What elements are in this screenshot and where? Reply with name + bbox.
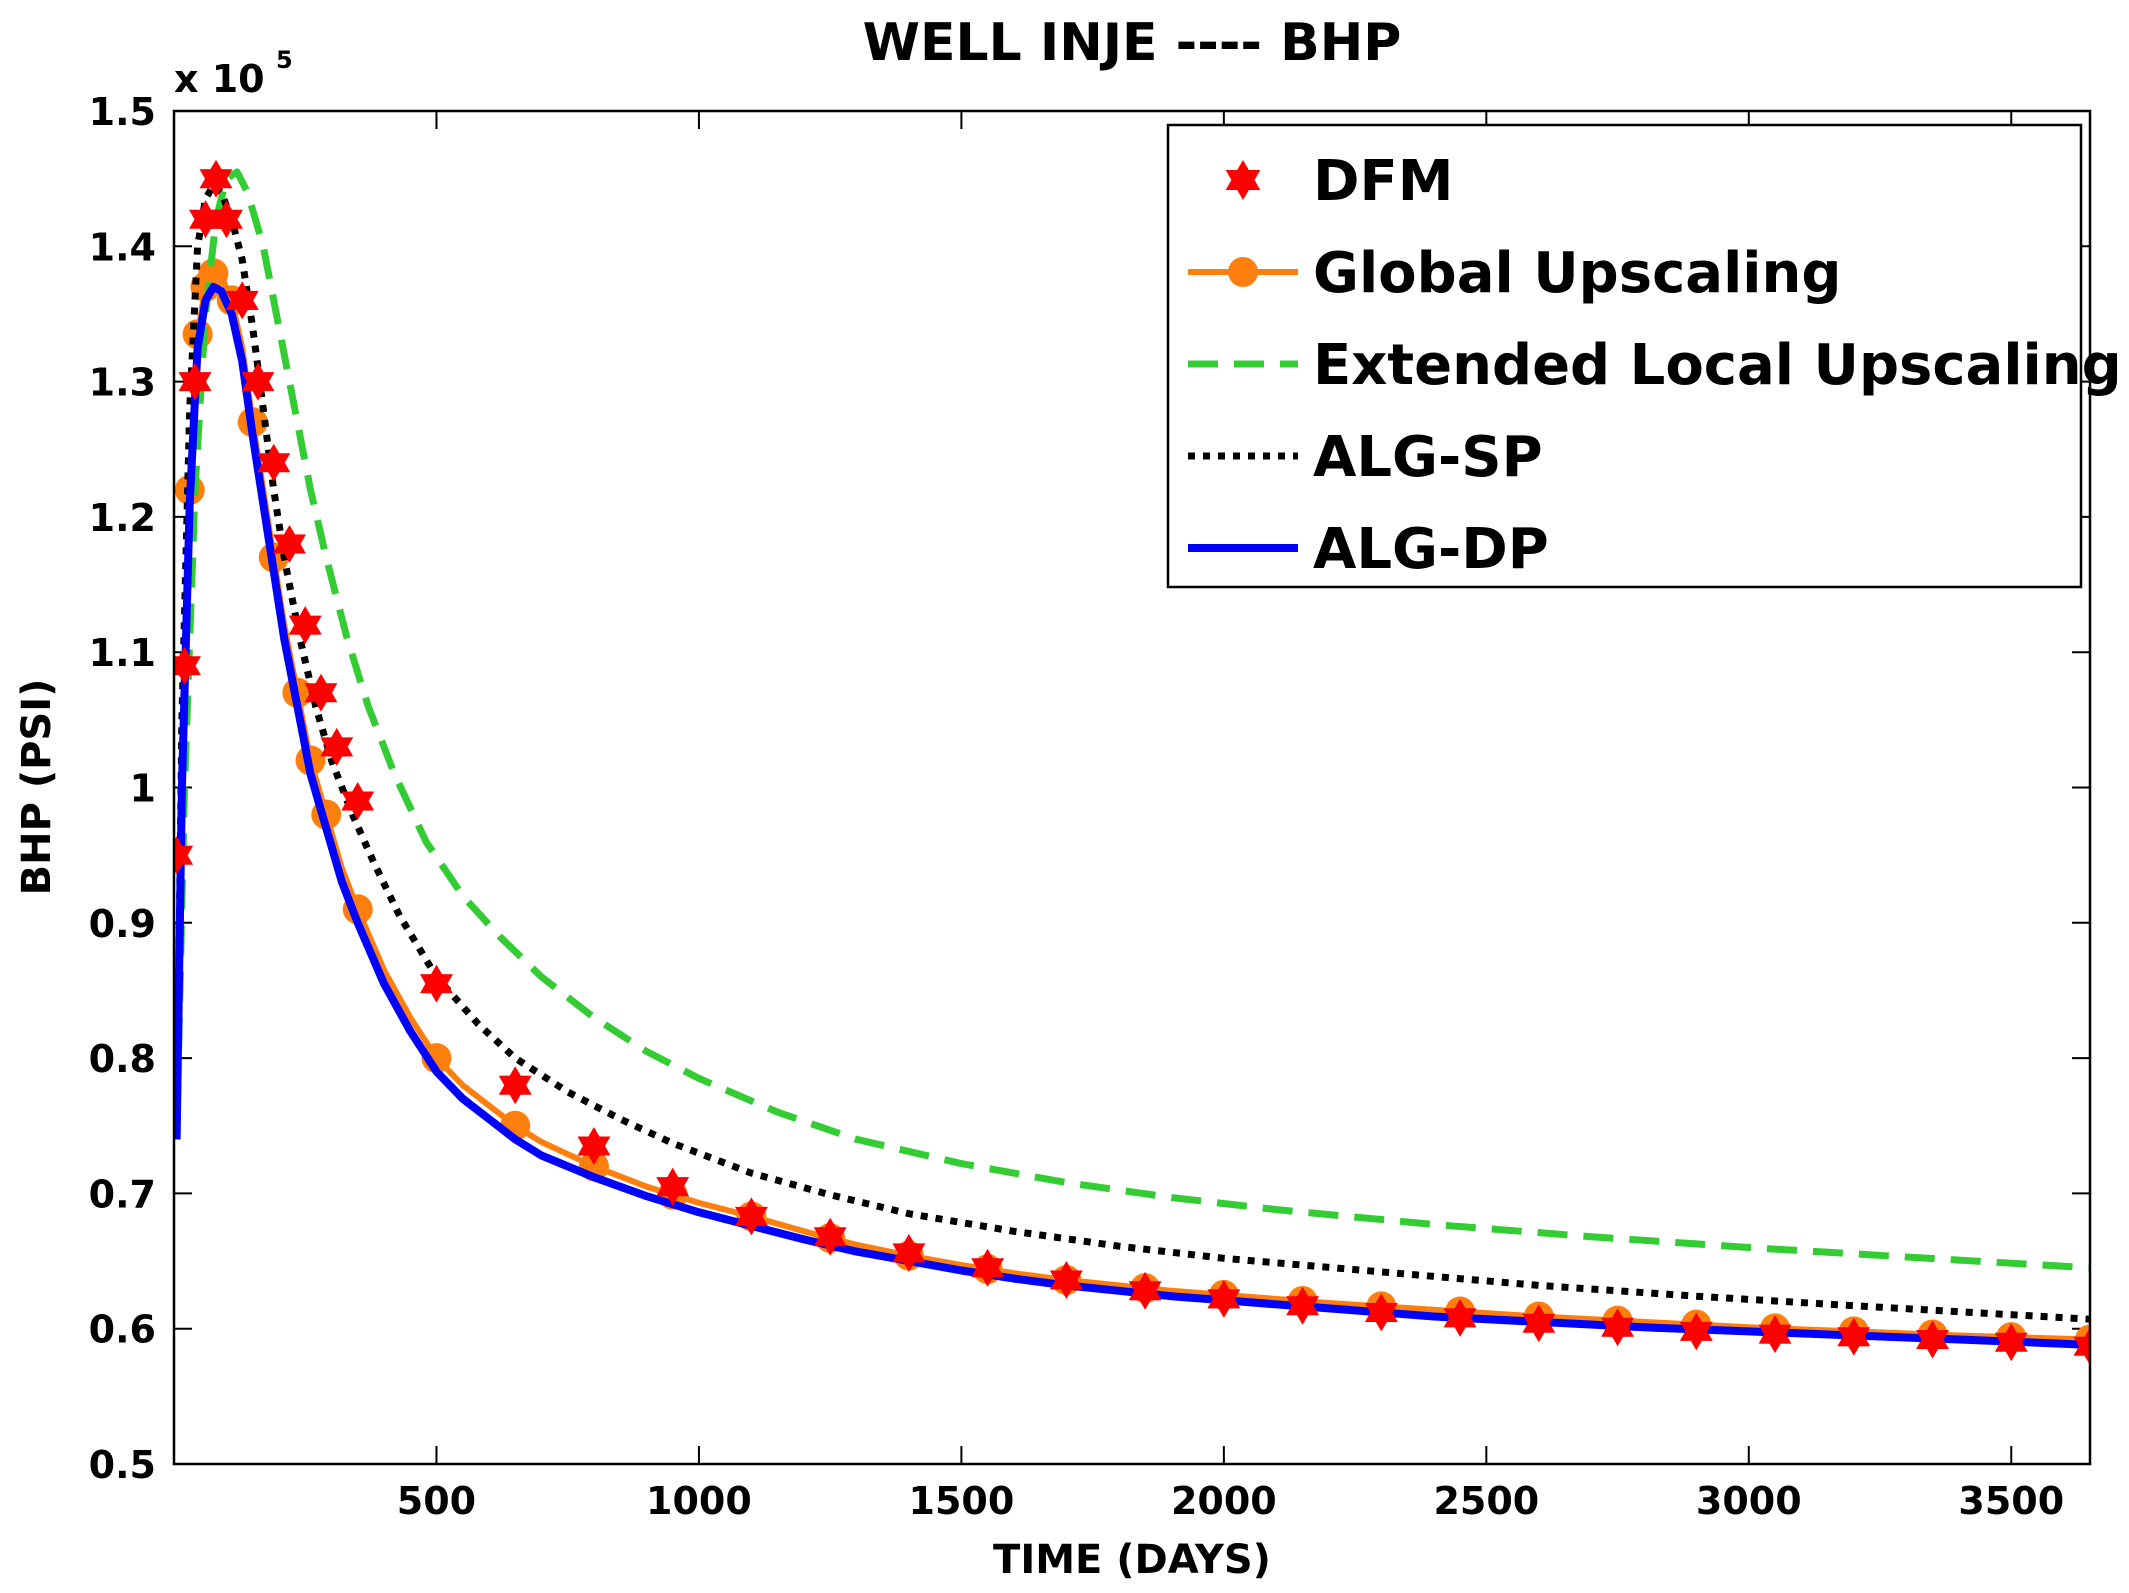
chart-title: WELL INJE ---- BHP — [863, 13, 1402, 73]
x-tick-label: 2000 — [1171, 1479, 1277, 1523]
dfm-marker — [1758, 1315, 1792, 1354]
x-tick-label: 1500 — [909, 1479, 1015, 1523]
dfm-marker — [577, 1127, 611, 1165]
y-tick-label: 1.1 — [89, 631, 156, 675]
dfm-marker — [1049, 1261, 1083, 1299]
y-tick-label: 0.9 — [89, 902, 156, 946]
dfm-marker — [498, 1066, 532, 1105]
dfm-marker — [1994, 1323, 2028, 1362]
dfm-marker — [1522, 1304, 1556, 1343]
legend-swatch-dfm — [1225, 160, 1261, 200]
dfm-marker — [656, 1167, 690, 1206]
legend-swatch-marker — [1228, 257, 1258, 287]
legend-label-alg-dp: ALG-DP — [1313, 517, 1549, 582]
dfm-marker — [178, 362, 212, 401]
x-tick-label: 3000 — [1696, 1479, 1802, 1523]
dfm-marker — [320, 727, 354, 766]
dfm-marker — [288, 606, 322, 645]
x-tick-label: 1000 — [646, 1479, 752, 1523]
dfm-marker — [174, 646, 201, 685]
series-line-extended-local-upscaling — [174, 168, 2090, 1272]
y-tick-label: 1.5 — [89, 90, 156, 134]
dfm-marker — [1679, 1312, 1713, 1351]
dfm-marker — [241, 362, 275, 401]
x-tick-label: 500 — [397, 1479, 476, 1523]
y-tick-label: 0.8 — [89, 1037, 156, 1081]
legend-label-alg-sp: ALG-SP — [1313, 425, 1543, 490]
y-tick-label: 1.2 — [89, 496, 156, 540]
global-upscaling-marker — [198, 258, 229, 289]
y-axis-label: BHP (PSI) — [14, 679, 60, 896]
dfm-marker — [210, 200, 243, 239]
y-tick-label: 1.3 — [89, 361, 156, 405]
x-tick-label: 3500 — [1958, 1479, 2064, 1523]
y-tick-label: 0.7 — [89, 1172, 156, 1216]
legend-label-global-upscaling: Global Upscaling — [1313, 241, 1841, 306]
x-axis-label: TIME (DAYS) — [993, 1537, 1271, 1583]
dfm-marker — [1128, 1271, 1162, 1310]
legend: DFM Global Upscaling Extended Local Upscal… — [1166, 123, 2122, 589]
dfm-marker — [735, 1197, 768, 1236]
dfm-marker — [225, 281, 259, 320]
dfm-marker — [1837, 1317, 1871, 1356]
plot-frame — [172, 109, 2092, 1466]
y-tick-label: 0.5 — [89, 1443, 156, 1487]
dfm-marker — [273, 525, 306, 563]
series-line-alg-dp — [174, 282, 2090, 1349]
y-tick-label: 1 — [130, 767, 156, 811]
dfm-marker — [174, 836, 194, 875]
legend-box — [1166, 123, 2083, 589]
dfm-marker — [1443, 1298, 1477, 1337]
legend-label-dfm: DFM — [1313, 149, 1453, 214]
dfm-marker — [813, 1217, 847, 1256]
dfm-marker — [199, 159, 233, 198]
dfm-marker — [2073, 1327, 2090, 1366]
dfm-marker — [1364, 1293, 1398, 1332]
x-tick-label: 2500 — [1433, 1479, 1539, 1523]
dfm-marker — [1601, 1308, 1634, 1347]
y-tick-label: 1.4 — [89, 225, 156, 269]
y-scale-exponent: 5 — [276, 46, 293, 74]
dfm-marker — [257, 443, 291, 482]
dfm-marker — [892, 1233, 926, 1272]
series-line-alg-sp — [174, 181, 2090, 1323]
dfm-marker — [1207, 1279, 1241, 1318]
dfm-marker — [304, 673, 338, 712]
dfm-marker — [1286, 1286, 1320, 1325]
dfm-marker — [971, 1248, 1005, 1287]
y-scale-multiplier: x 10 — [174, 57, 265, 101]
dfm-marker — [420, 964, 453, 1003]
y-tick-label: 0.6 — [89, 1308, 156, 1352]
legend-label-extended-local-upscaling: Extended Local Upscaling — [1313, 333, 2122, 398]
dfm-marker — [341, 782, 375, 820]
dfm-marker — [1916, 1320, 1949, 1359]
